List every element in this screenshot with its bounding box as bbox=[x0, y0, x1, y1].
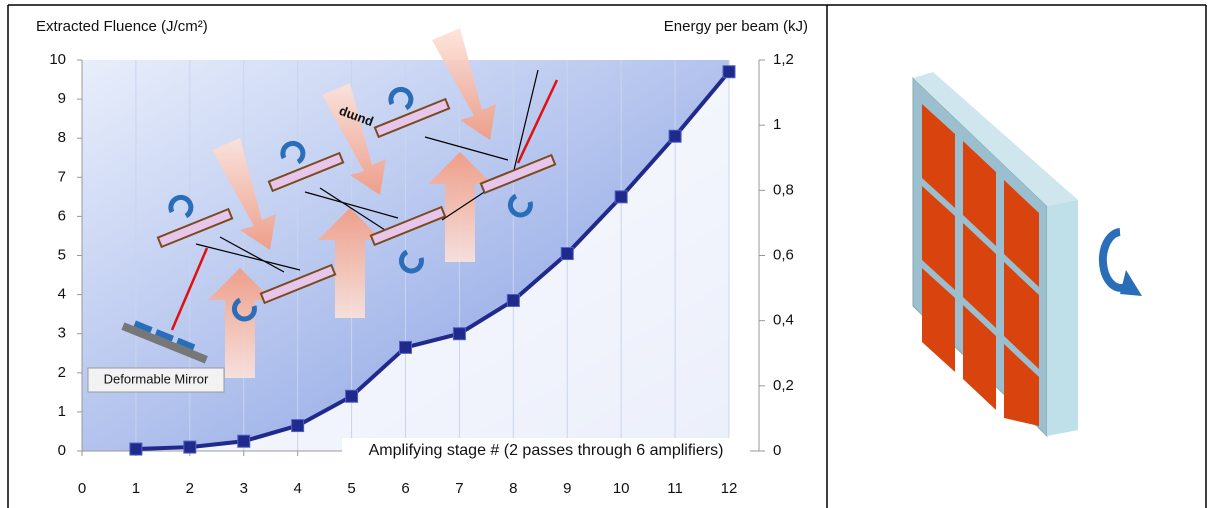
x-tick-label: 9 bbox=[563, 480, 571, 497]
y2-tick-label: 0,8 bbox=[773, 181, 794, 198]
marker bbox=[399, 340, 412, 354]
marker bbox=[668, 129, 682, 143]
y2-tick-label: 1,2 bbox=[773, 51, 794, 68]
x-tick-label: 11 bbox=[667, 480, 683, 497]
y-tick-label: 4 bbox=[58, 286, 66, 303]
marker bbox=[452, 327, 466, 341]
panel-illustration bbox=[912, 72, 1142, 438]
x-tick-label: 2 bbox=[186, 480, 194, 497]
x-axis-title: Amplifying stage # (2 passes through 6 a… bbox=[369, 442, 724, 459]
marker bbox=[722, 65, 736, 79]
marker bbox=[506, 293, 520, 307]
marker bbox=[291, 419, 305, 433]
table-frame bbox=[7, 4, 1207, 508]
y-tick-label: 5 bbox=[58, 246, 66, 263]
x-tick-label: 6 bbox=[401, 480, 409, 497]
y-tick-label: 10 bbox=[49, 51, 66, 68]
y2-tick-label: 0,4 bbox=[773, 312, 794, 329]
x-tick-label: 12 bbox=[721, 480, 738, 497]
x-tick-label: 4 bbox=[293, 480, 301, 497]
x-tick-label: 0 bbox=[78, 480, 86, 497]
x-tick-label: 10 bbox=[613, 480, 630, 497]
y-tick-label: 1 bbox=[58, 403, 66, 420]
y2-tick-label: 0,2 bbox=[773, 377, 794, 394]
y-tick-label: 8 bbox=[58, 129, 66, 146]
marker bbox=[237, 434, 251, 448]
marker bbox=[183, 440, 197, 454]
x-tick-label: 8 bbox=[509, 480, 517, 497]
y2-axis-title: Energy per beam (kJ) bbox=[664, 18, 808, 35]
y-tick-label: 0 bbox=[58, 442, 66, 459]
x-tick-label: 7 bbox=[455, 480, 463, 497]
y-tick-label: 2 bbox=[58, 364, 66, 381]
y-axis-title: Extracted Fluence (J/cm²) bbox=[36, 18, 208, 35]
marker bbox=[345, 389, 359, 403]
x-label-background bbox=[342, 438, 750, 464]
y-tick-label: 6 bbox=[58, 207, 66, 224]
annotation: Deformable Mirror bbox=[104, 371, 209, 386]
y-tick-label: 9 bbox=[58, 90, 66, 107]
setup-illustration: Deformable Mirror pump bbox=[87, 28, 559, 393]
x-tick-label: 3 bbox=[240, 480, 248, 497]
y2-tick-label: 1 bbox=[773, 116, 781, 133]
series-line bbox=[135, 70, 731, 452]
marker bbox=[614, 190, 628, 204]
y-tick-label: 7 bbox=[58, 168, 66, 185]
y2-tick-label: 0 bbox=[773, 442, 781, 459]
x-tick-label: 1 bbox=[132, 480, 140, 497]
x-tick-label: 5 bbox=[347, 480, 355, 497]
area-below-curve bbox=[135, 60, 729, 451]
marker bbox=[560, 247, 574, 261]
y-tick-label: 3 bbox=[58, 325, 66, 342]
marker bbox=[129, 442, 143, 456]
y2-tick-label: 0,6 bbox=[773, 246, 794, 263]
